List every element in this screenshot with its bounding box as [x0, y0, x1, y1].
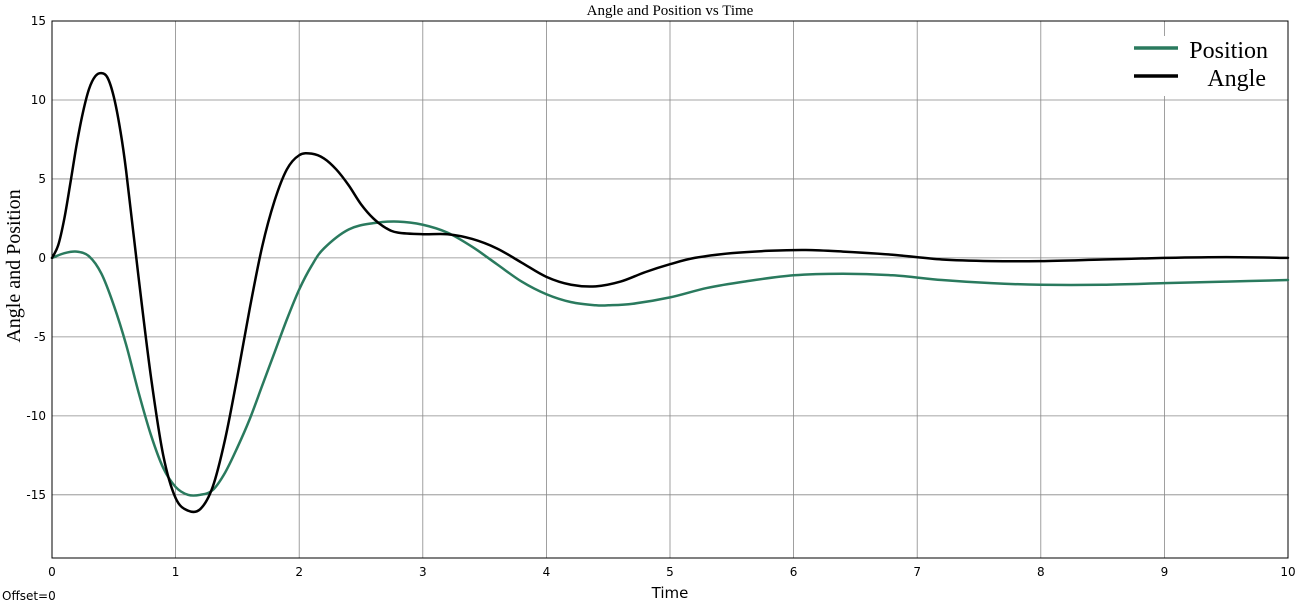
- legend-label-angle: Angle: [1207, 66, 1266, 92]
- y-axis-label: Angle and Position: [3, 189, 25, 342]
- x-tick-label: 2: [295, 565, 303, 579]
- x-tick-label: 0: [48, 565, 56, 579]
- x-tick-label: 6: [790, 565, 798, 579]
- legend: Position Angle: [1128, 36, 1286, 96]
- series-layer: [50, 71, 1290, 514]
- y-tick-label: 15: [31, 14, 46, 28]
- x-tick-label: 1: [172, 565, 180, 579]
- offset-label: Offset=0: [2, 589, 56, 603]
- series-line-angle: [50, 71, 1290, 514]
- x-tick-label: 9: [1161, 565, 1169, 579]
- x-axis-label: Time: [651, 584, 689, 602]
- y-tick-label: 0: [38, 251, 46, 265]
- legend-background: [1128, 36, 1286, 96]
- series-line-position: [50, 220, 1290, 497]
- y-tick-label: 5: [38, 172, 46, 186]
- x-tick-label: 7: [913, 565, 921, 579]
- x-tick-label: 8: [1037, 565, 1045, 579]
- y-tick-label: -10: [26, 409, 46, 423]
- tick-labels: 0 1 2 3 4 5 6 7 8 9 10 15 10 5 0 -5 -10 -15: [26, 14, 1295, 579]
- x-tick-label: 4: [543, 565, 551, 579]
- y-tick-label: 10: [31, 93, 46, 107]
- plot-frame: [51, 20, 1289, 559]
- x-tick-label: 3: [419, 565, 427, 579]
- y-tick-label: -15: [26, 488, 46, 502]
- x-tick-label: 5: [666, 565, 674, 579]
- y-tick-label: -5: [34, 330, 46, 344]
- chart-title: Angle and Position vs Time: [587, 3, 754, 19]
- x-tick-label: 10: [1280, 565, 1295, 579]
- legend-label-position: Position: [1189, 38, 1268, 64]
